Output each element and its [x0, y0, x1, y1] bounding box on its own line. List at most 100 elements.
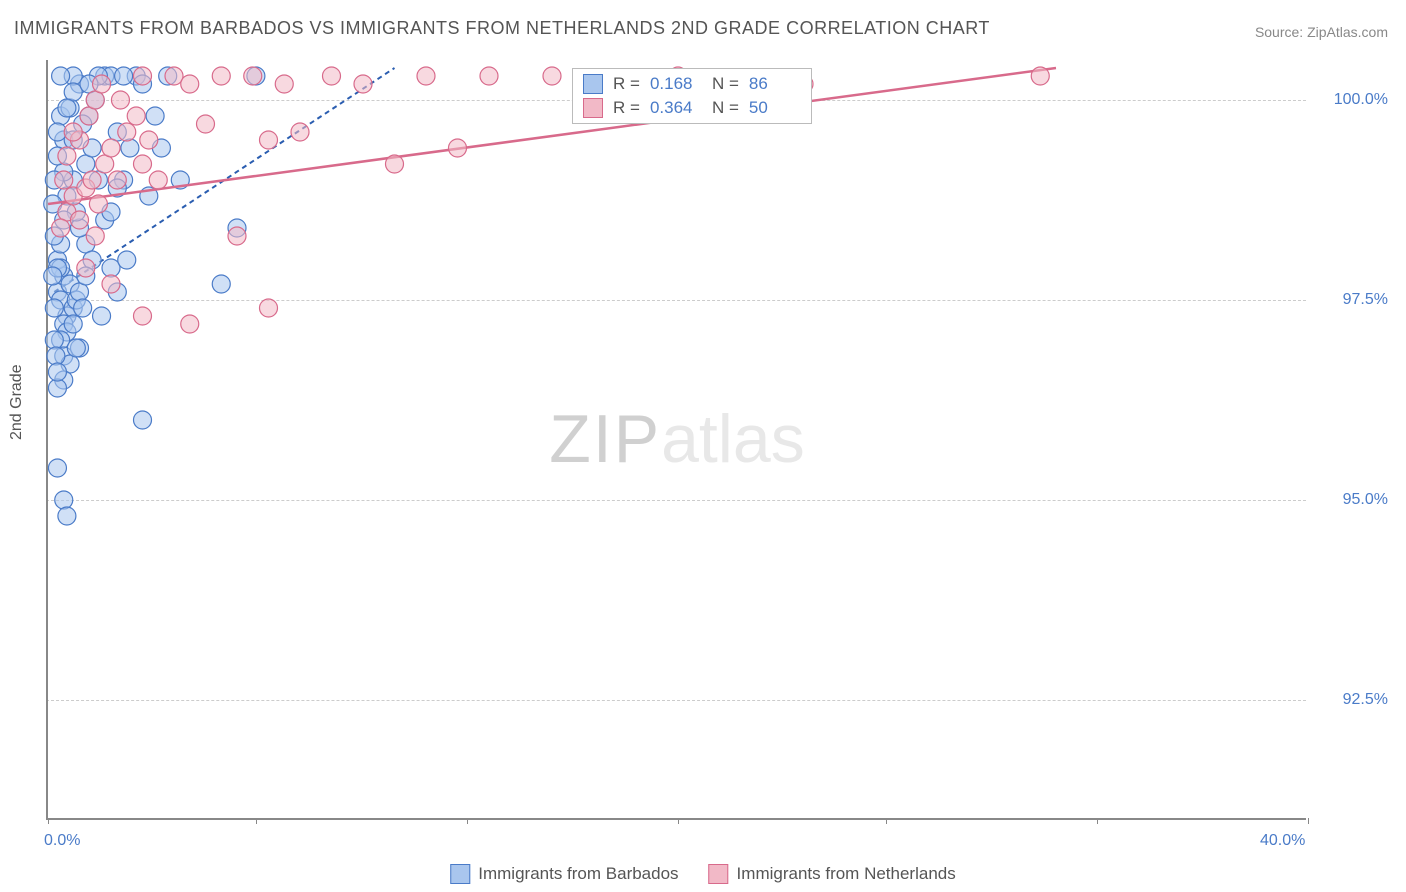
scatter-point: [146, 107, 164, 125]
scatter-point: [86, 227, 104, 245]
scatter-point: [64, 315, 82, 333]
scatter-point: [48, 363, 66, 381]
stats-value-n: 86: [749, 74, 801, 94]
stats-legend-box: R = 0.168 N = 86 R = 0.364 N = 50: [572, 68, 812, 124]
scatter-svg: [48, 60, 1306, 818]
series-swatch: [583, 74, 603, 94]
x-tick-mark: [256, 818, 257, 824]
scatter-point: [244, 67, 262, 85]
scatter-point: [58, 507, 76, 525]
stats-row: R = 0.168 N = 86: [583, 72, 801, 96]
scatter-point: [118, 251, 136, 269]
scatter-point: [386, 155, 404, 173]
scatter-point: [93, 75, 111, 93]
y-tick-label: 97.5%: [1343, 291, 1388, 309]
stats-value-n: 50: [749, 98, 801, 118]
scatter-point: [165, 67, 183, 85]
scatter-point: [64, 83, 82, 101]
scatter-point: [102, 275, 120, 293]
scatter-point: [45, 331, 63, 349]
scatter-point: [52, 67, 70, 85]
scatter-point: [77, 259, 95, 277]
scatter-point: [181, 75, 199, 93]
stats-label-n: N =: [712, 98, 739, 118]
x-tick-mark: [1308, 818, 1309, 824]
stats-value-r: 0.364: [650, 98, 702, 118]
stats-value-r: 0.168: [650, 74, 702, 94]
scatter-point: [77, 155, 95, 173]
scatter-point: [74, 299, 92, 317]
scatter-point: [55, 171, 73, 189]
stats-row: R = 0.364 N = 50: [583, 96, 801, 120]
scatter-point: [291, 123, 309, 141]
scatter-point: [67, 339, 85, 357]
scatter-point: [44, 267, 62, 285]
x-tick-label: 0.0%: [44, 832, 80, 850]
scatter-point: [354, 75, 372, 93]
scatter-point: [83, 171, 101, 189]
scatter-point: [80, 107, 98, 125]
stats-label-r: R =: [613, 74, 640, 94]
scatter-point: [121, 139, 139, 157]
scatter-point: [134, 67, 152, 85]
scatter-point: [449, 139, 467, 157]
scatter-point: [102, 139, 120, 157]
scatter-point: [58, 147, 76, 165]
x-tick-mark: [467, 818, 468, 824]
stats-label-n: N =: [712, 74, 739, 94]
scatter-point: [108, 171, 126, 189]
scatter-point: [64, 123, 82, 141]
legend-bottom: Immigrants from Barbados Immigrants from…: [450, 864, 955, 884]
scatter-point: [228, 227, 246, 245]
scatter-point: [71, 211, 89, 229]
scatter-point: [212, 275, 230, 293]
scatter-point: [58, 99, 76, 117]
scatter-point: [127, 107, 145, 125]
chart-title: IMMIGRANTS FROM BARBADOS VS IMMIGRANTS F…: [14, 18, 990, 39]
scatter-point: [543, 67, 561, 85]
scatter-point: [48, 459, 66, 477]
scatter-point: [115, 67, 133, 85]
scatter-point: [197, 115, 215, 133]
scatter-point: [55, 491, 73, 509]
scatter-point: [134, 155, 152, 173]
scatter-point: [86, 91, 104, 109]
legend-label: Immigrants from Netherlands: [737, 864, 956, 884]
scatter-point: [181, 315, 199, 333]
plot-area: ZIPatlas R = 0.168 N = 86 R = 0.364 N = …: [46, 60, 1306, 820]
x-tick-mark: [1097, 818, 1098, 824]
scatter-point: [52, 219, 70, 237]
y-tick-label: 100.0%: [1334, 91, 1388, 109]
x-tick-mark: [48, 818, 49, 824]
scatter-point: [111, 91, 129, 109]
scatter-point: [134, 411, 152, 429]
legend-label: Immigrants from Barbados: [478, 864, 678, 884]
scatter-point: [1031, 67, 1049, 85]
scatter-point: [417, 67, 435, 85]
source-attribution: Source: ZipAtlas.com: [1255, 24, 1388, 40]
x-tick-mark: [886, 818, 887, 824]
scatter-point: [89, 195, 107, 213]
trend-line: [48, 68, 1056, 204]
y-tick-label: 92.5%: [1343, 691, 1388, 709]
x-tick-mark: [678, 818, 679, 824]
legend-item: Immigrants from Netherlands: [709, 864, 956, 884]
y-tick-label: 95.0%: [1343, 491, 1388, 509]
scatter-point: [45, 299, 63, 317]
series-swatch: [450, 864, 470, 884]
scatter-point: [48, 379, 66, 397]
series-swatch: [709, 864, 729, 884]
scatter-point: [260, 299, 278, 317]
scatter-point: [102, 259, 120, 277]
scatter-point: [275, 75, 293, 93]
scatter-point: [149, 171, 167, 189]
scatter-point: [323, 67, 341, 85]
scatter-point: [212, 67, 230, 85]
series-swatch: [583, 98, 603, 118]
scatter-point: [134, 307, 152, 325]
scatter-point: [260, 131, 278, 149]
stats-label-r: R =: [613, 98, 640, 118]
scatter-point: [480, 67, 498, 85]
legend-item: Immigrants from Barbados: [450, 864, 678, 884]
scatter-point: [47, 347, 65, 365]
